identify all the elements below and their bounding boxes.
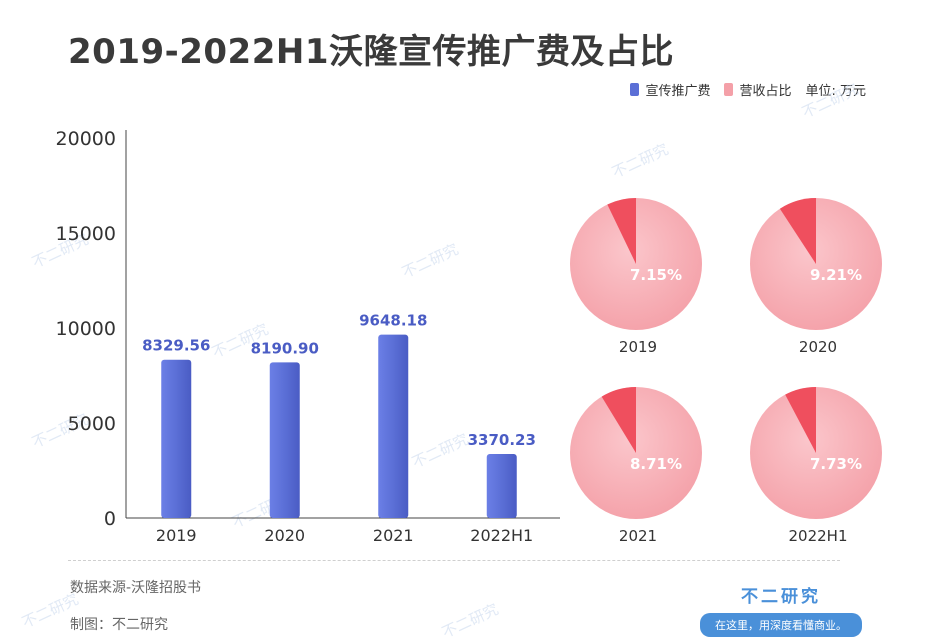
- pie-chart-2021: 8.71% 2021: [570, 387, 702, 545]
- unit-label: 单位: 万元: [805, 80, 866, 99]
- y-tick-label: 10000: [56, 318, 116, 340]
- bar-data-label: 3370.23: [468, 431, 536, 449]
- y-tick-label: 5000: [68, 413, 116, 435]
- bar-data-label: 9648.18: [359, 312, 427, 330]
- pie-slice-share: [607, 198, 636, 264]
- brand-name: 不二研究: [741, 587, 821, 607]
- legend-item-promo: 宣传推广费: [630, 80, 710, 99]
- pie-chart-2019: 7.15% 2019: [570, 198, 702, 356]
- unit-text: 单位: 万元: [805, 84, 866, 99]
- pie-chart-2020: 9.21% 2020: [750, 198, 882, 356]
- bar-data-label: 8329.56: [142, 337, 210, 355]
- data-source: 数据来源-沃隆招股书: [70, 580, 202, 596]
- legend-label-ratio: 营收占比: [739, 84, 792, 99]
- y-tick-label: 0: [104, 508, 116, 530]
- bar-chart: 0 5000 10000 15000 20000 8329.56 2019 8190.90 20…: [56, 128, 560, 545]
- x-tick-label: 2019: [156, 526, 197, 545]
- pie-year-label: 2021: [619, 527, 657, 545]
- legend-swatch-ratio: [724, 83, 734, 96]
- bar-2022H1: [486, 453, 517, 518]
- pie-year-label: 2019: [619, 338, 657, 356]
- x-tick-label: 2021: [373, 526, 414, 545]
- bar-2021: [378, 334, 409, 518]
- footer-divider: [68, 560, 840, 561]
- pie-percent-label: 9.21%: [810, 266, 862, 284]
- pie-percent-label: 7.15%: [630, 266, 682, 284]
- pie-percent-label: 8.71%: [630, 455, 682, 473]
- bar-2019: [161, 359, 192, 518]
- x-tick-label: 2020: [264, 526, 305, 545]
- chart-author: 制图：不二研究: [70, 617, 168, 633]
- legend-item-ratio: 营收占比: [724, 80, 791, 99]
- pie-slice-share: [785, 387, 816, 453]
- legend-swatch-promo: [630, 83, 640, 96]
- y-tick-label: 20000: [56, 128, 116, 150]
- y-tick-label: 15000: [56, 223, 116, 245]
- chart-legend: 宣传推广费 营收占比 单位: 万元: [616, 80, 866, 99]
- pie-slice-share: [779, 198, 816, 264]
- brand-logo: 不二研究 在这里，用深度看懂商业。: [700, 582, 862, 637]
- chart-title: 2019-2022H1沃隆宣传推广费及占比: [68, 32, 674, 72]
- watermark: 不二研究: [439, 600, 502, 642]
- pie-year-label: 2022H1: [789, 527, 848, 545]
- legend-label-promo: 宣传推广费: [645, 84, 711, 99]
- x-tick-label: 2022H1: [470, 526, 533, 545]
- pie-year-label: 2020: [799, 338, 837, 356]
- brand-slogan: 在这里，用深度看懂商业。: [700, 613, 862, 637]
- bar-2020: [269, 362, 300, 518]
- pie-chart-2022h1: 7.73% 2022H1: [750, 387, 882, 545]
- watermark: 不二研究: [609, 140, 672, 182]
- pie-slice-share: [601, 387, 636, 453]
- pie-percent-label: 7.73%: [810, 455, 862, 473]
- bar-data-label: 8190.90: [251, 339, 319, 357]
